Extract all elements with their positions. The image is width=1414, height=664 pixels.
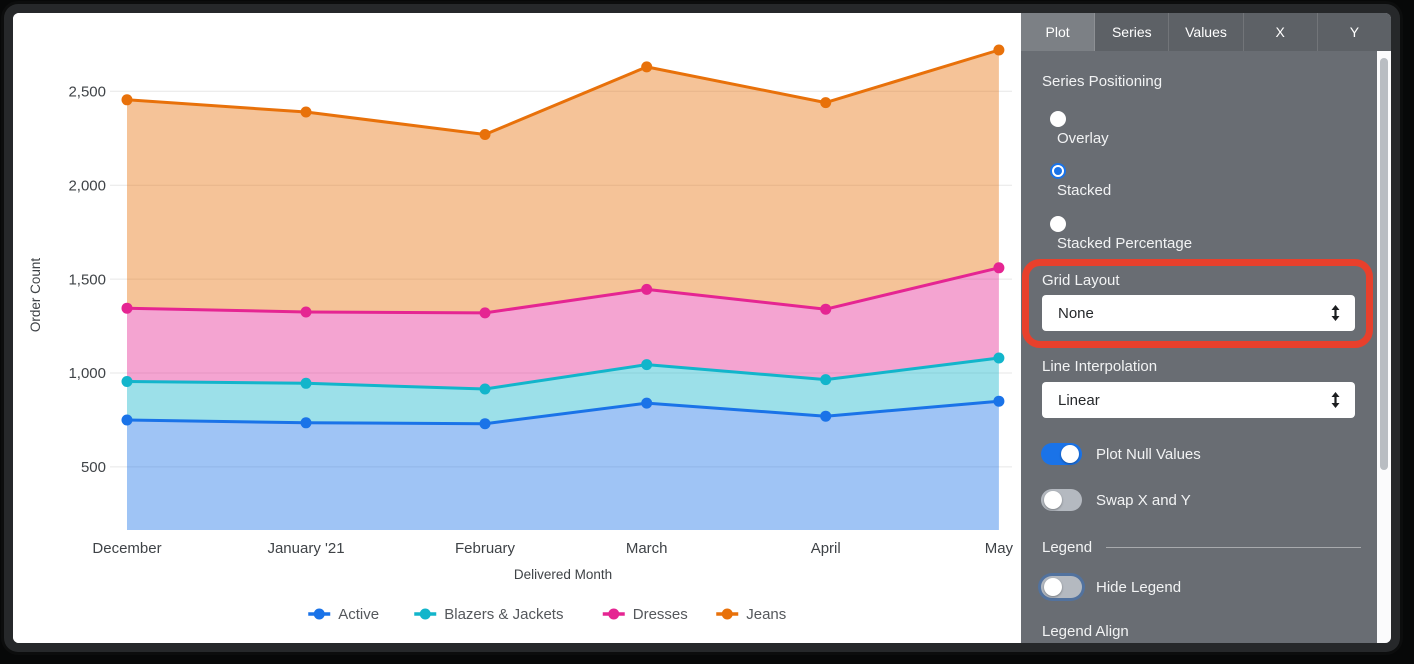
x-tick-label: January '21 — [267, 540, 344, 557]
y-tick-label: 1,500 — [68, 271, 106, 288]
legend-item-label: Blazers & Jackets — [444, 606, 563, 623]
tab-series[interactable]: Series — [1095, 13, 1170, 51]
plot-null-values-toggle[interactable] — [1041, 443, 1082, 465]
data-point[interactable] — [300, 306, 312, 318]
series-line — [126, 266, 1000, 315]
hide-legend-row: Hide Legend — [1041, 575, 1181, 599]
grid-layout-label: Grid Layout — [1042, 272, 1120, 289]
legend-dot-marker — [313, 608, 325, 620]
chart-area: 500 1,000 1,500 2,000 2,500 December January '… — [13, 13, 1021, 643]
legend-item-label: Dresses — [633, 606, 688, 623]
series-line — [126, 356, 1000, 391]
radio-stacked-label: Stacked — [1057, 182, 1112, 199]
legend-item[interactable]: Dresses — [602, 606, 688, 623]
legend-item[interactable]: Active — [308, 606, 379, 623]
radio-stacked-percentage[interactable] — [1050, 216, 1066, 232]
data-point[interactable] — [479, 383, 491, 395]
data-point[interactable] — [479, 418, 491, 430]
y-tick-label: 500 — [81, 459, 106, 476]
config-panel: Plot Series Values X Y Series Positioning Ov… — [1021, 13, 1391, 643]
tab-plot[interactable]: Plot — [1021, 13, 1096, 51]
legend-section-header: Legend — [1042, 538, 1361, 556]
radio-overlay-label: Overlay — [1057, 130, 1109, 147]
data-point[interactable] — [820, 374, 832, 386]
y-tick-label: 2,500 — [68, 84, 106, 101]
series-line — [126, 399, 1000, 426]
area-band — [127, 50, 999, 313]
data-point[interactable] — [820, 97, 832, 109]
grid-layout-select[interactable]: None — [1042, 295, 1355, 331]
radio-stacked[interactable] — [1050, 163, 1066, 179]
data-point[interactable] — [300, 106, 312, 118]
panel-tabs: Plot Series Values X Y — [1021, 13, 1391, 51]
data-point[interactable] — [300, 417, 312, 429]
data-point[interactable] — [993, 395, 1005, 407]
data-point[interactable] — [121, 94, 133, 106]
panel-scrollbar-track[interactable] — [1377, 51, 1391, 643]
data-point[interactable] — [479, 307, 491, 319]
x-tick-label: February — [455, 540, 516, 557]
app-window: 500 1,000 1,500 2,000 2,500 December January '… — [4, 4, 1400, 652]
tab-y[interactable]: Y — [1349, 24, 1360, 40]
data-point[interactable] — [641, 283, 653, 295]
legend-item[interactable]: Blazers & Jackets — [414, 606, 563, 623]
area-band — [127, 358, 999, 424]
hide-legend-toggle[interactable] — [1041, 576, 1082, 598]
y-tick-label: 2,000 — [68, 177, 106, 194]
area-band — [127, 401, 999, 530]
swap-x-and-y-label: Swap X and Y — [1096, 491, 1191, 509]
data-point[interactable] — [121, 302, 133, 314]
data-point[interactable] — [993, 352, 1005, 364]
data-point[interactable] — [300, 377, 312, 389]
section-divider — [1106, 546, 1361, 548]
legend-dot-marker — [419, 608, 431, 620]
series-line — [126, 48, 1000, 136]
data-point[interactable] — [993, 262, 1005, 274]
tab-values[interactable]: Values — [1169, 13, 1244, 51]
line-interpolation-label: Line Interpolation — [1042, 358, 1158, 375]
series-positioning-label: Series Positioning — [1042, 73, 1163, 90]
data-point[interactable] — [479, 129, 491, 140]
x-tick-label: December — [92, 540, 161, 557]
x-tick-label: May — [985, 540, 1014, 557]
data-point[interactable] — [993, 44, 1005, 56]
legend-dot-marker — [721, 608, 733, 620]
swap-x-and-y-toggle[interactable] — [1041, 489, 1082, 511]
line-interpolation-select[interactable]: Linear — [1042, 382, 1355, 418]
line-interpolation-value: Linear — [1058, 391, 1100, 409]
data-point[interactable] — [641, 397, 653, 409]
tab-x[interactable]: X — [1244, 13, 1318, 51]
radio-stacked-percentage-label: Stacked Percentage — [1057, 235, 1193, 252]
plot-null-values-row: Plot Null Values — [1041, 442, 1201, 466]
legend-dot-marker — [608, 608, 620, 620]
data-point[interactable] — [641, 61, 653, 73]
panel-scrollbar-thumb[interactable] — [1380, 58, 1388, 470]
y-axis-title: Order Count — [28, 258, 43, 333]
legend-item[interactable]: Jeans — [716, 606, 786, 623]
updown-arrows-icon — [1331, 305, 1340, 321]
data-point[interactable] — [121, 414, 133, 426]
stacked-area-chart: 500 1,000 1,500 2,000 2,500 December January '… — [28, 44, 1014, 623]
legend-item-label: Jeans — [746, 606, 786, 623]
x-axis-title: Delivered Month — [514, 567, 612, 582]
legend-item-label: Active — [338, 606, 379, 623]
data-point[interactable] — [121, 376, 133, 387]
window-content: 500 1,000 1,500 2,000 2,500 December January '… — [13, 13, 1391, 643]
plot-null-values-label: Plot Null Values — [1096, 445, 1201, 463]
x-tick-label: April — [811, 540, 841, 557]
data-point[interactable] — [820, 410, 832, 422]
y-tick-label: 1,000 — [68, 365, 106, 382]
legend-section-title: Legend — [1042, 538, 1093, 556]
x-tick-label: March — [626, 540, 668, 557]
area-band — [127, 267, 999, 389]
radio-overlay[interactable] — [1050, 111, 1066, 127]
updown-arrows-icon — [1331, 392, 1340, 408]
swap-x-y-row: Swap X and Y — [1041, 488, 1191, 512]
legend-align-label: Legend Align — [1042, 623, 1129, 640]
grid-layout-value: None — [1058, 304, 1094, 322]
data-point[interactable] — [820, 303, 832, 315]
hide-legend-label: Hide Legend — [1096, 578, 1182, 596]
data-point[interactable] — [641, 359, 653, 371]
